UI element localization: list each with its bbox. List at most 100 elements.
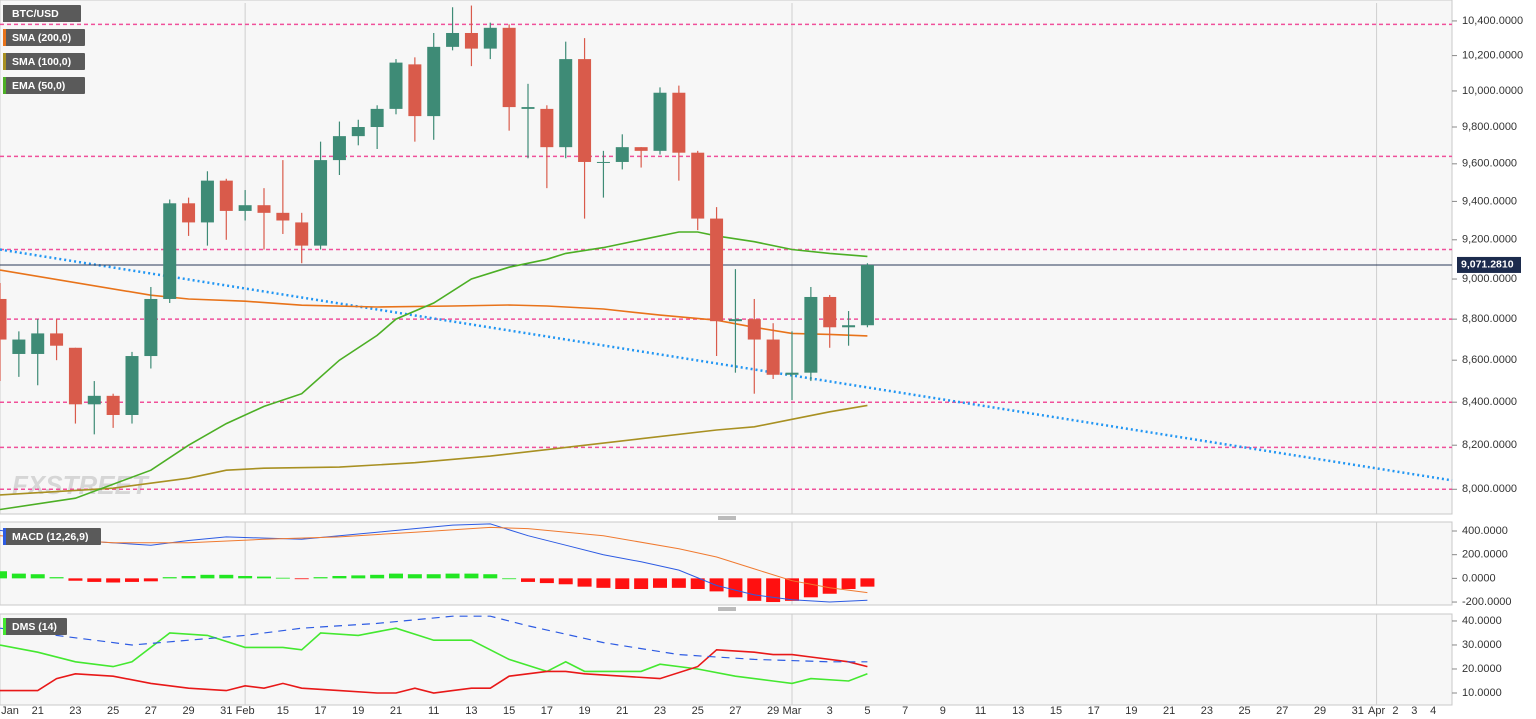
histogram-bar bbox=[464, 573, 479, 579]
candle-body bbox=[596, 161, 610, 163]
x-tick-label: 11 bbox=[428, 705, 439, 717]
watermark: FXSTREET bbox=[12, 470, 150, 500]
x-tick-label: 29 bbox=[182, 705, 194, 717]
candle-body bbox=[50, 333, 64, 346]
y-tick-label: 9,000.0000 bbox=[1462, 273, 1517, 285]
histogram-bar bbox=[238, 575, 253, 579]
histogram-bar bbox=[445, 573, 460, 579]
candle-body bbox=[502, 27, 516, 108]
histogram-bar bbox=[860, 578, 875, 587]
histogram-bar bbox=[294, 578, 309, 580]
x-tick-label: 25 bbox=[1238, 705, 1250, 717]
y-tick-label: 400.0000 bbox=[1462, 525, 1508, 537]
x-tick-label: 23 bbox=[654, 705, 666, 717]
legend-box bbox=[3, 77, 85, 94]
legend-box bbox=[3, 5, 81, 22]
histogram-bar bbox=[30, 574, 45, 579]
histogram-bar bbox=[313, 577, 328, 579]
histogram-bar bbox=[822, 578, 837, 594]
series-line bbox=[0, 523, 868, 603]
candle-body bbox=[295, 222, 309, 246]
histogram-bar bbox=[200, 574, 215, 579]
x-tick-label: Mar bbox=[783, 705, 802, 717]
histogram-bar bbox=[87, 578, 102, 582]
histogram-bar bbox=[709, 578, 724, 592]
candle-body bbox=[219, 180, 233, 211]
histogram-bar bbox=[257, 576, 271, 579]
candle-body bbox=[672, 92, 686, 153]
y-tick-label: 8,600.0000 bbox=[1462, 354, 1517, 366]
candle-body bbox=[446, 32, 460, 47]
x-tick-label: Apr bbox=[1368, 705, 1385, 717]
histogram-bar bbox=[521, 578, 535, 582]
histogram-bar bbox=[690, 578, 705, 590]
histogram-bar bbox=[747, 578, 762, 601]
x-tick-label: 3 bbox=[1411, 705, 1417, 717]
x-tick-label: 15 bbox=[503, 705, 515, 717]
candle-body bbox=[578, 59, 592, 162]
candle-body bbox=[31, 333, 45, 354]
candle-body bbox=[464, 32, 478, 49]
candle-body bbox=[747, 319, 761, 340]
y-tick-label: 10,400.0000 bbox=[1462, 15, 1523, 27]
x-tick-label: Feb bbox=[236, 705, 255, 717]
x-tick-label: 25 bbox=[692, 705, 704, 717]
price-panel bbox=[0, 0, 1453, 515]
legend-label: EMA (50,0) bbox=[12, 80, 65, 92]
x-tick-label: 31 bbox=[220, 705, 232, 717]
x-tick-label: 17 bbox=[541, 705, 553, 717]
x-tick-label: 21 bbox=[32, 705, 44, 717]
legend-swatch bbox=[3, 29, 6, 46]
histogram-bar bbox=[426, 574, 441, 579]
candle-body bbox=[521, 107, 535, 109]
x-tick-label: 27 bbox=[1276, 705, 1288, 717]
candle-body bbox=[615, 147, 629, 162]
panel-resizer[interactable] bbox=[718, 516, 736, 520]
x-tick-label: 29 bbox=[767, 705, 779, 717]
candle-body bbox=[389, 62, 403, 109]
x-tick-label: 13 bbox=[465, 705, 477, 717]
histogram-bar bbox=[483, 574, 498, 579]
histogram-bar bbox=[143, 578, 158, 582]
histogram-bar bbox=[389, 573, 403, 579]
candle-body bbox=[710, 218, 724, 322]
x-tick-label: 15 bbox=[277, 705, 289, 717]
last-price-badge bbox=[1457, 256, 1521, 273]
x-tick-label: 15 bbox=[1050, 705, 1062, 717]
x-tick-label: 17 bbox=[1088, 705, 1100, 717]
y-tick-label: 9,200.0000 bbox=[1462, 234, 1517, 246]
histogram-bar bbox=[181, 575, 196, 579]
legend-box bbox=[3, 528, 101, 545]
x-tick-label: 3 bbox=[827, 705, 833, 717]
macd-panel bbox=[0, 521, 1453, 606]
x-tick-label: 11 bbox=[975, 705, 986, 717]
legend-box bbox=[3, 29, 85, 46]
histogram-bar bbox=[728, 578, 743, 598]
x-tick-label: 5 bbox=[864, 705, 870, 717]
y-tick-label: 9,600.0000 bbox=[1462, 158, 1517, 170]
candle-body bbox=[163, 203, 177, 299]
x-tick-label: 21 bbox=[616, 705, 628, 717]
candle-body bbox=[785, 372, 799, 375]
candle-body bbox=[540, 108, 554, 148]
candle-body bbox=[691, 152, 705, 219]
x-tick-label: 21 bbox=[390, 705, 402, 717]
candle-body bbox=[68, 347, 82, 405]
last-price-label: 9,071.2810 bbox=[1461, 259, 1514, 271]
histogram-bar bbox=[634, 578, 649, 590]
candle-body bbox=[238, 205, 252, 211]
x-tick-label: 31 bbox=[1352, 705, 1364, 717]
candle-body bbox=[427, 46, 441, 117]
x-tick-label: 9 bbox=[940, 705, 946, 717]
legend-label: BTC/USD bbox=[12, 8, 59, 20]
histogram-bar bbox=[219, 574, 234, 579]
histogram-bar bbox=[68, 578, 83, 581]
panel-resizer[interactable] bbox=[718, 607, 736, 611]
histogram-bar bbox=[841, 578, 856, 590]
legend-label: SMA (100,0) bbox=[12, 56, 71, 68]
candle-body bbox=[144, 298, 158, 357]
histogram-bar bbox=[766, 578, 781, 603]
histogram-bar bbox=[125, 578, 139, 582]
candle-body bbox=[860, 264, 874, 326]
candle-body bbox=[332, 136, 346, 161]
